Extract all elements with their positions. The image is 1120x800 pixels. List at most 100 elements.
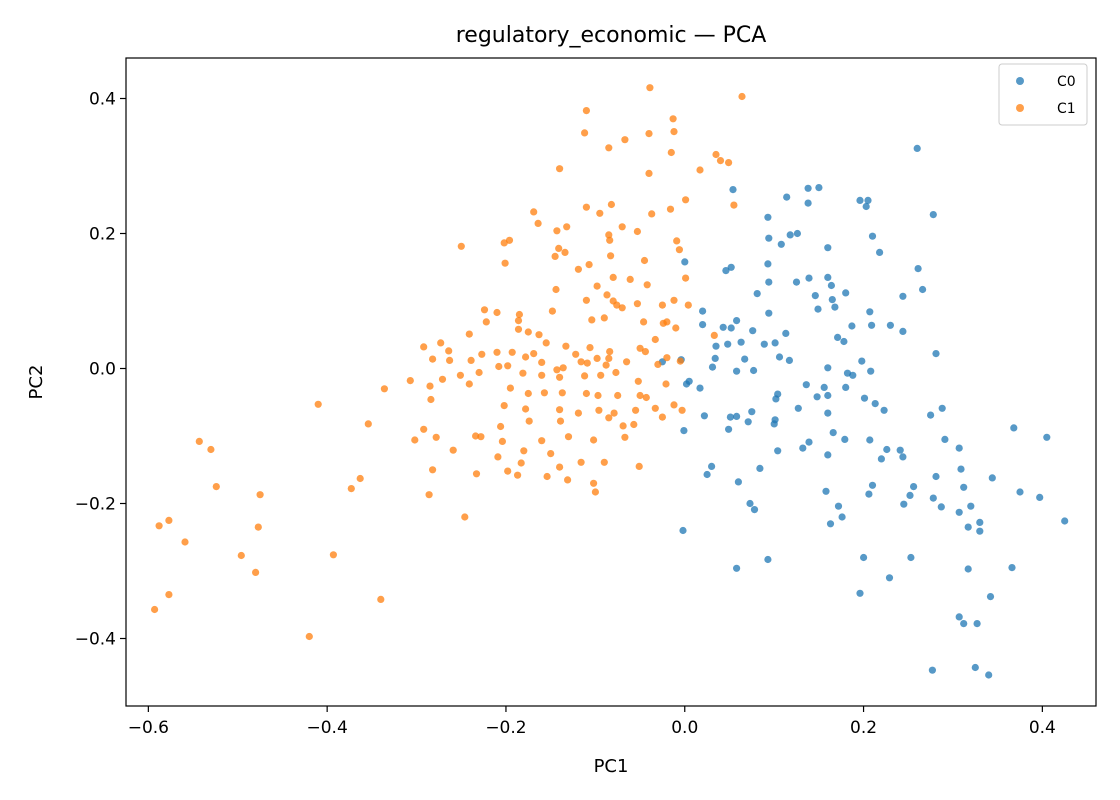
point-c1-170 (556, 463, 564, 471)
point-c1-55 (670, 296, 678, 304)
point-c1-44 (609, 273, 617, 281)
point-c1-79 (606, 348, 614, 356)
point-c1-34 (555, 244, 563, 252)
point-c1-119 (662, 380, 670, 388)
point-c0-93 (733, 412, 741, 420)
point-c0-65 (750, 366, 758, 375)
point-c0-0 (913, 144, 921, 152)
point-c1-40 (673, 237, 681, 245)
point-c1-81 (651, 335, 659, 344)
point-c1-137 (556, 406, 564, 414)
point-c0-144 (764, 555, 772, 564)
point-c1-23 (596, 209, 604, 217)
point-c1-97 (446, 356, 454, 364)
point-c1-39 (675, 246, 684, 254)
point-c0-119 (868, 481, 877, 489)
point-c0-121 (865, 490, 873, 498)
point-c1-16 (530, 208, 538, 216)
point-c1-38 (640, 256, 649, 265)
point-c1-135 (500, 402, 508, 410)
point-c1-11 (716, 157, 725, 165)
point-c1-191 (181, 538, 189, 546)
point-c0-143 (907, 553, 915, 562)
point-c1-141 (632, 406, 640, 414)
point-c0-74 (802, 381, 810, 389)
point-c1-149 (556, 417, 565, 425)
point-c0-90 (700, 412, 709, 420)
point-c0-64 (708, 363, 717, 371)
point-c1-87 (522, 353, 530, 361)
point-c1-144 (678, 406, 686, 414)
point-c0-21 (764, 260, 772, 268)
legend-label-c1: C1 (1057, 101, 1076, 117)
point-c0-99 (805, 438, 813, 446)
point-c1-124 (506, 384, 514, 392)
point-c0-114 (899, 453, 907, 461)
point-c0-44 (848, 322, 856, 330)
point-c1-150 (605, 414, 613, 422)
y-tick-label: 0.4 (89, 90, 116, 110)
point-c0-22 (914, 265, 922, 273)
point-c0-91 (726, 413, 735, 421)
point-c0-68 (849, 371, 857, 379)
x-tick-label: 0.0 (671, 718, 698, 738)
point-c1-130 (614, 391, 622, 400)
point-c1-74 (524, 328, 532, 336)
point-c1-156 (472, 432, 480, 440)
point-c0-110 (1043, 433, 1051, 441)
point-c1-37 (607, 252, 615, 260)
point-c1-159 (538, 437, 546, 445)
point-c1-10 (712, 150, 720, 159)
y-tick-label: −0.4 (75, 630, 116, 650)
point-c1-5 (645, 130, 653, 138)
point-c1-19 (682, 196, 690, 204)
point-c1-163 (195, 437, 203, 445)
point-c0-96 (770, 420, 778, 428)
point-c0-9 (764, 213, 772, 221)
point-c1-35 (561, 248, 569, 256)
point-c1-24 (534, 219, 542, 227)
point-c1-51 (582, 296, 591, 304)
point-c1-169 (517, 459, 525, 467)
x-tick-label: −0.2 (485, 718, 526, 738)
point-c0-73 (696, 384, 704, 392)
x-axis-ticks: −0.6 −0.4 −0.2 0.0 0.2 0.4 (128, 706, 1056, 738)
point-c0-70 (733, 367, 741, 375)
point-c1-63 (672, 324, 680, 332)
point-c1-78 (586, 344, 594, 352)
point-c1-148 (525, 417, 533, 425)
point-c0-100 (866, 436, 874, 444)
point-c0-137 (826, 520, 835, 528)
point-c1-4 (581, 129, 589, 137)
point-c0-148 (885, 574, 894, 582)
point-c0-1 (729, 186, 737, 194)
point-c0-133 (967, 502, 975, 510)
point-c1-49 (552, 285, 560, 294)
point-c1-187 (461, 513, 469, 521)
point-c1-57 (684, 301, 692, 309)
point-c0-29 (753, 290, 761, 298)
point-c1-123 (465, 380, 473, 388)
point-c1-180 (590, 479, 598, 487)
point-c1-7 (621, 136, 629, 144)
points-layer (151, 84, 1069, 679)
point-c1-95 (420, 343, 428, 351)
point-c1-132 (642, 393, 650, 402)
point-c0-94 (725, 425, 733, 433)
point-c0-6 (864, 196, 872, 204)
point-c1-167 (520, 447, 528, 455)
point-c1-70 (640, 318, 648, 326)
point-c1-42 (585, 261, 593, 269)
point-c0-107 (877, 455, 886, 463)
point-c1-184 (591, 488, 600, 496)
point-c0-153 (973, 620, 981, 628)
point-c0-45 (868, 321, 876, 329)
point-c0-61 (775, 353, 784, 361)
point-c0-77 (820, 383, 828, 391)
point-c0-123 (929, 494, 937, 502)
point-c0-84 (938, 404, 946, 412)
point-c1-1 (738, 92, 746, 101)
point-c1-21 (730, 201, 738, 209)
point-c0-109 (1010, 424, 1018, 432)
